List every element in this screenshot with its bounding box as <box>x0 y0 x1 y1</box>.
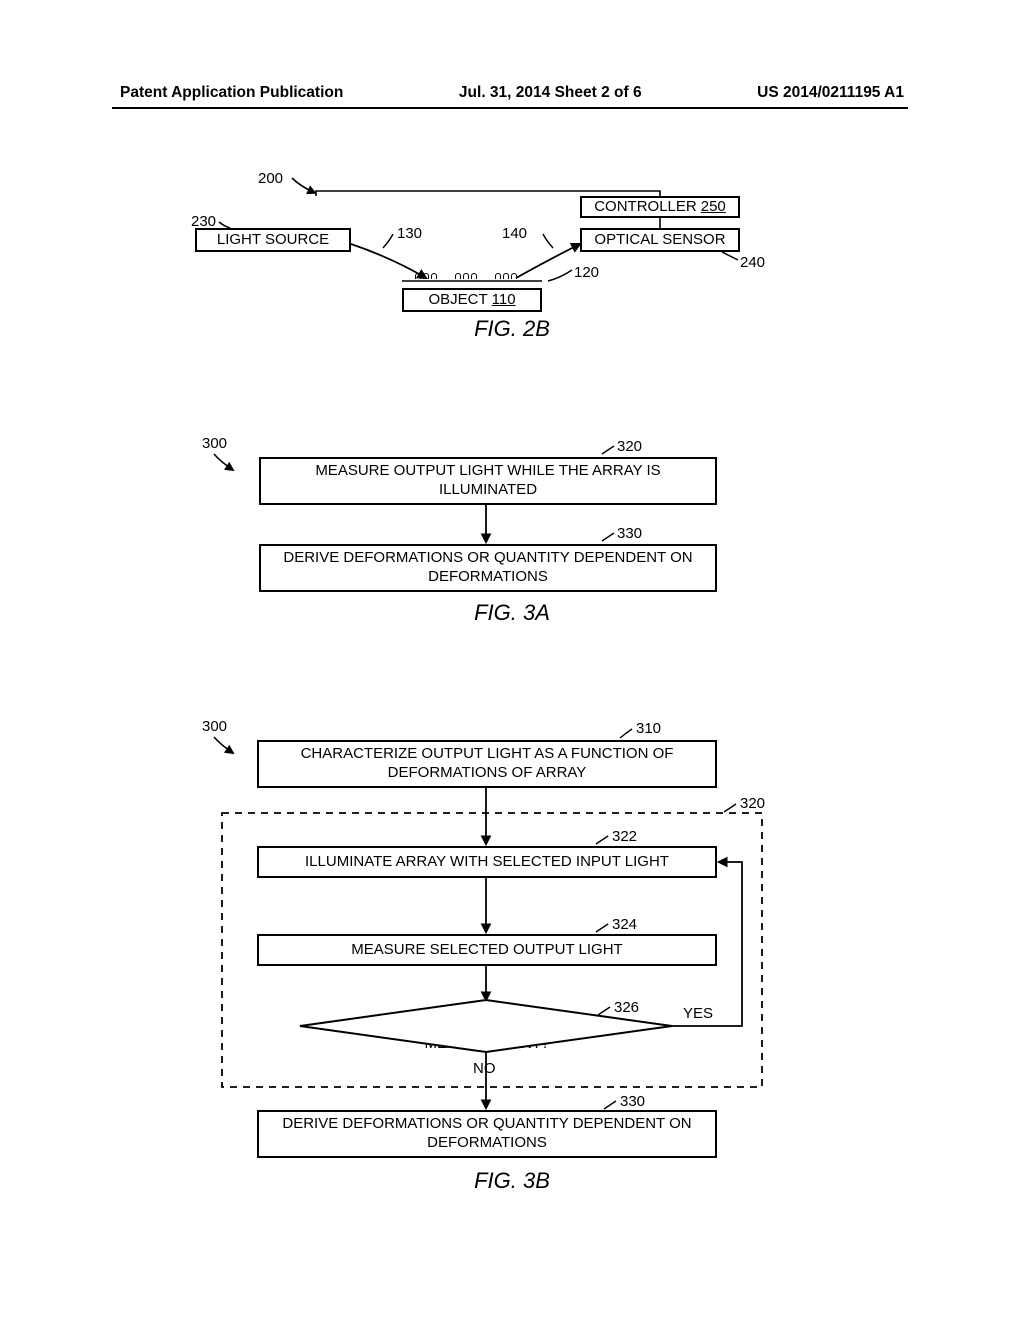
light-source-box: LIGHT SOURCE <box>195 228 351 252</box>
controller-ref: 250 <box>701 198 726 217</box>
fig2b-label: FIG. 2B <box>0 316 1024 342</box>
object-label: OBJECT <box>428 291 487 310</box>
fig3a-ref-300: 300 <box>202 435 227 452</box>
object-ref: 110 <box>492 291 516 310</box>
fig3b-ref-300: 300 <box>202 718 227 735</box>
fig3b-box-322-text: ILLUMINATE ARRAY WITH SELECTED INPUT LIG… <box>305 853 669 872</box>
light-source-label: LIGHT SOURCE <box>217 231 329 250</box>
fig3b-box-324-text: MEASURE SELECTED OUTPUT LIGHT <box>351 941 622 960</box>
fig3b-ref-324: 324 <box>612 916 637 933</box>
fig3b-ref-330: 330 <box>620 1093 645 1110</box>
ref-140: 140 <box>502 225 527 242</box>
header-rule <box>112 107 908 109</box>
fig3a-ref-330: 330 <box>617 525 642 542</box>
fig3b-no: NO <box>473 1060 496 1077</box>
optical-sensor-box: OPTICAL SENSOR <box>580 228 740 252</box>
fig3b-label: FIG. 3B <box>0 1168 1024 1194</box>
patent-page: Patent Application Publication Jul. 31, … <box>0 0 1024 1320</box>
ref-230: 230 <box>191 213 216 230</box>
array-bumps <box>415 273 517 279</box>
fig3b-box-322: ILLUMINATE ARRAY WITH SELECTED INPUT LIG… <box>257 846 717 878</box>
fig3a-box-330-text: DERIVE DEFORMATIONS OR QUANTITY DEPENDEN… <box>267 549 709 587</box>
header-mid: Jul. 31, 2014 Sheet 2 of 6 <box>459 84 642 102</box>
fig3a-box-320: MEASURE OUTPUT LIGHT WHILE THE ARRAY IS … <box>259 457 717 505</box>
ref-120: 120 <box>574 264 599 281</box>
fig3a-box-320-text: MEASURE OUTPUT LIGHT WHILE THE ARRAY IS … <box>267 462 709 500</box>
fig3b-box-330: DERIVE DEFORMATIONS OR QUANTITY DEPENDEN… <box>257 1110 717 1158</box>
fig3b-yes: YES <box>683 1005 713 1022</box>
fig3b-box-330-text: DERIVE DEFORMATIONS OR QUANTITY DEPENDEN… <box>265 1115 709 1153</box>
fig3b-ref-320: 320 <box>740 795 765 812</box>
object-box: OBJECT 110 <box>402 288 542 312</box>
controller-box: CONTROLLER 250 <box>580 196 740 218</box>
fig3b-box-310: CHARACTERIZE OUTPUT LIGHT AS A FUNCTION … <box>257 740 717 788</box>
fig3b-ref-326: 326 <box>614 999 639 1016</box>
fig3b-box-310-text: CHARACTERIZE OUTPUT LIGHT AS A FUNCTION … <box>265 745 709 783</box>
ref-240: 240 <box>740 254 765 271</box>
fig3a-ref-320: 320 <box>617 438 642 455</box>
fig3a-box-330: DERIVE DEFORMATIONS OR QUANTITY DEPENDEN… <box>259 544 717 592</box>
controller-label: CONTROLLER <box>594 198 697 217</box>
page-header: Patent Application Publication Jul. 31, … <box>0 84 1024 102</box>
optical-sensor-label: OPTICAL SENSOR <box>594 231 725 250</box>
fig3b-ref-322: 322 <box>612 828 637 845</box>
fig3b-box-326-text: ANOTHER MEASUREMENT? <box>387 1018 587 1052</box>
fig3b-ref-310: 310 <box>636 720 661 737</box>
fig3b-box-324: MEASURE SELECTED OUTPUT LIGHT <box>257 934 717 966</box>
header-right: US 2014/0211195 A1 <box>757 84 904 102</box>
header-left: Patent Application Publication <box>120 84 343 102</box>
fig3a-label: FIG. 3A <box>0 600 1024 626</box>
ref-130: 130 <box>397 225 422 242</box>
ref-200: 200 <box>258 170 283 187</box>
